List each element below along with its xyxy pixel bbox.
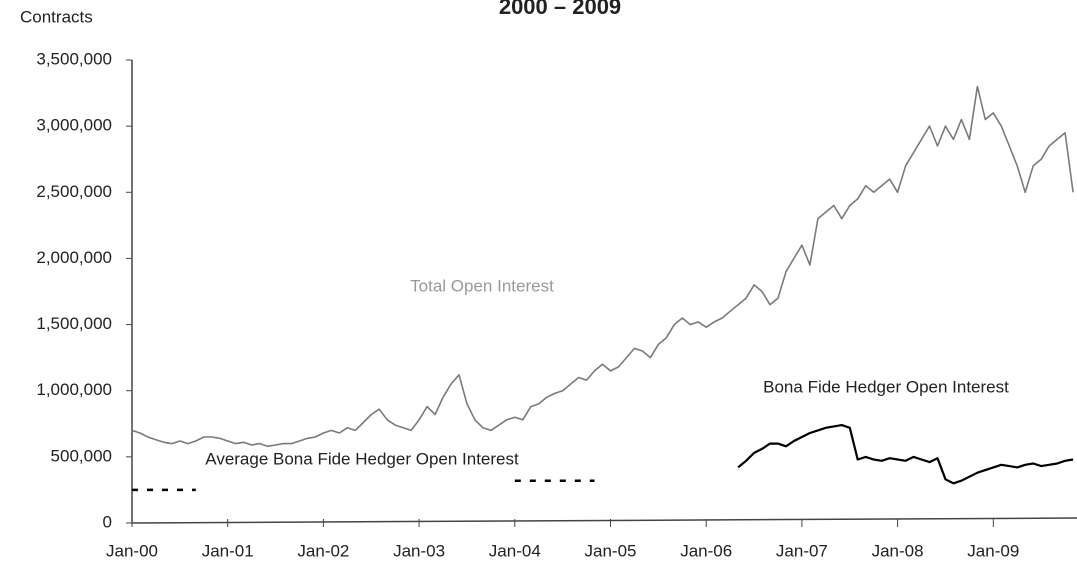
- x-tick-label: Jan-00: [106, 541, 158, 560]
- x-tick-label: Jan-03: [393, 541, 445, 560]
- x-tick-label: Jan-01: [202, 541, 254, 560]
- y-tick-label: 500,000: [51, 446, 112, 465]
- series-line: [132, 479, 595, 492]
- series-label: Total Open Interest: [410, 276, 554, 295]
- y-tick-label: 3,000,000: [36, 116, 112, 135]
- x-tick-label: Jan-04: [489, 541, 541, 560]
- y-tick-label: 0: [103, 512, 112, 531]
- x-axis: [131, 517, 1077, 524]
- y-tick-label: 1,500,000: [36, 314, 112, 333]
- series-label: Bona Fide Hedger Open Interest: [763, 377, 1009, 396]
- y-tick-label: 2,000,000: [36, 248, 112, 267]
- x-tick-label: Jan-07: [776, 541, 828, 560]
- x-tick-label: Jan-08: [872, 541, 924, 560]
- x-tick-label: Jan-02: [297, 541, 349, 560]
- series-line: [131, 85, 1074, 448]
- chart-title: 2000 – 2009: [499, 0, 621, 19]
- x-tick-label: Jan-09: [967, 541, 1019, 560]
- series-line: [737, 424, 1074, 485]
- y-tick-label: 1,000,000: [36, 380, 112, 399]
- y-tick-label: 3,500,000: [36, 49, 112, 68]
- x-tick-label: Jan-06: [680, 541, 732, 560]
- x-tick-label: Jan-05: [585, 541, 637, 560]
- series-label: Average Bona Fide Hedger Open Interest: [205, 449, 519, 468]
- y-tick-label: 2,500,000: [36, 182, 112, 201]
- y-axis-label: Contracts: [20, 7, 93, 26]
